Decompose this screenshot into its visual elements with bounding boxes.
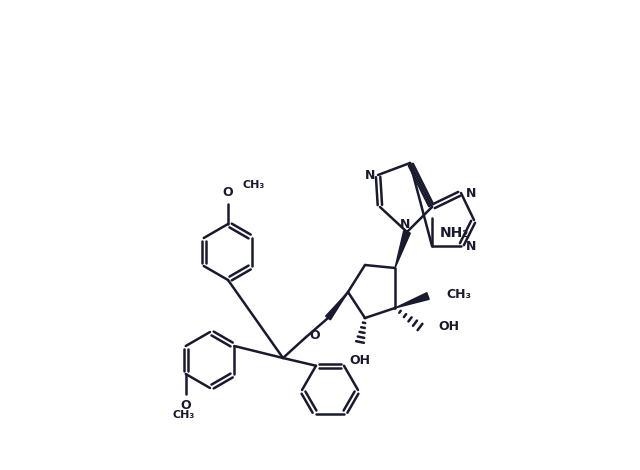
Text: CH₃: CH₃ [173,410,195,420]
Text: N: N [466,187,476,199]
Text: N: N [466,240,476,252]
Text: CH₃: CH₃ [242,180,264,190]
Text: O: O [180,399,191,412]
Text: OH: OH [438,321,459,334]
Polygon shape [395,293,429,308]
Polygon shape [395,231,410,268]
Text: N: N [400,218,410,230]
Text: O: O [223,186,234,199]
Text: O: O [309,329,319,342]
Text: NH₂: NH₂ [440,226,469,240]
Polygon shape [326,292,348,320]
Text: N: N [365,169,375,181]
Text: CH₃: CH₃ [446,288,471,300]
Text: OH: OH [349,354,371,367]
